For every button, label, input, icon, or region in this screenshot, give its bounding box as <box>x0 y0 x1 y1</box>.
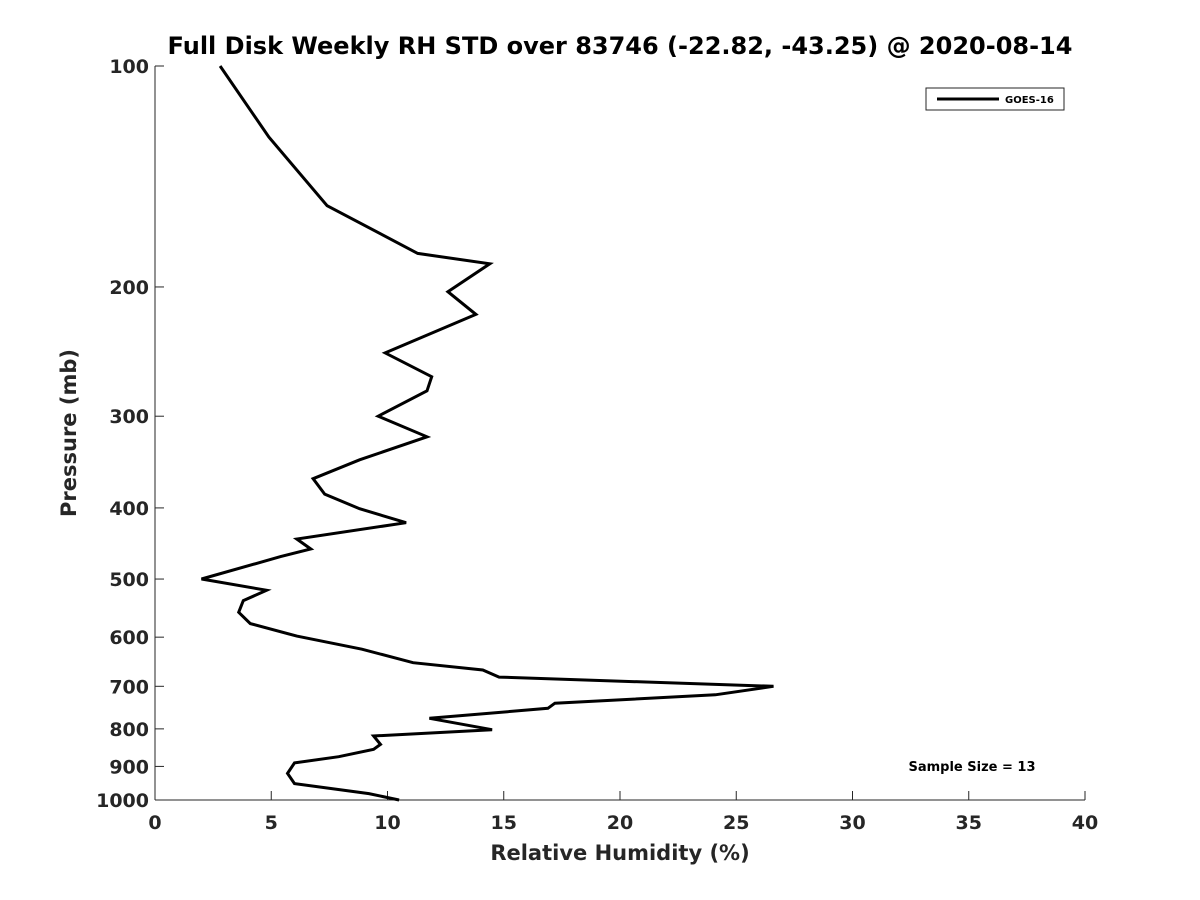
chart-title: Full Disk Weekly RH STD over 83746 (-22.… <box>168 32 1073 60</box>
y-tick-label: 900 <box>109 756 149 778</box>
x-tick-label: 25 <box>723 812 749 834</box>
x-axis-label: Relative Humidity (%) <box>490 841 749 865</box>
y-axis-label: Pressure (mb) <box>57 349 81 517</box>
y-tick-label: 700 <box>109 676 149 698</box>
x-tick-label: 40 <box>1072 812 1098 834</box>
y-tick-label: 200 <box>109 277 149 299</box>
legend: GOES-16 <box>925 87 1065 111</box>
x-tick-label: 15 <box>491 812 517 834</box>
x-tick-label: 20 <box>607 812 633 834</box>
y-tick-label: 300 <box>109 406 149 428</box>
y-tick-label: 400 <box>109 498 149 520</box>
series-line-goes-16 <box>201 65 774 802</box>
series-layer <box>201 65 774 802</box>
x-tick-label: 0 <box>148 812 161 834</box>
x-axis: 0 5 10 15 20 25 30 35 40 <box>148 791 1098 834</box>
y-axis: 100 200 300 400 500 600 700 800 900 1000 <box>96 56 164 812</box>
y-tick-label: 100 <box>109 56 149 78</box>
y-tick-label: 1000 <box>96 790 149 812</box>
x-tick-label: 5 <box>265 812 278 834</box>
x-tick-label: 35 <box>956 812 982 834</box>
sample-size-annotation: Sample Size = 13 <box>908 760 1035 775</box>
y-tick-label: 500 <box>109 569 149 591</box>
legend-label-goes-16: GOES-16 <box>1005 95 1054 106</box>
x-tick-label: 10 <box>374 812 400 834</box>
x-tick-label: 30 <box>839 812 865 834</box>
y-tick-label: 800 <box>109 719 149 741</box>
y-tick-label: 600 <box>109 627 149 649</box>
